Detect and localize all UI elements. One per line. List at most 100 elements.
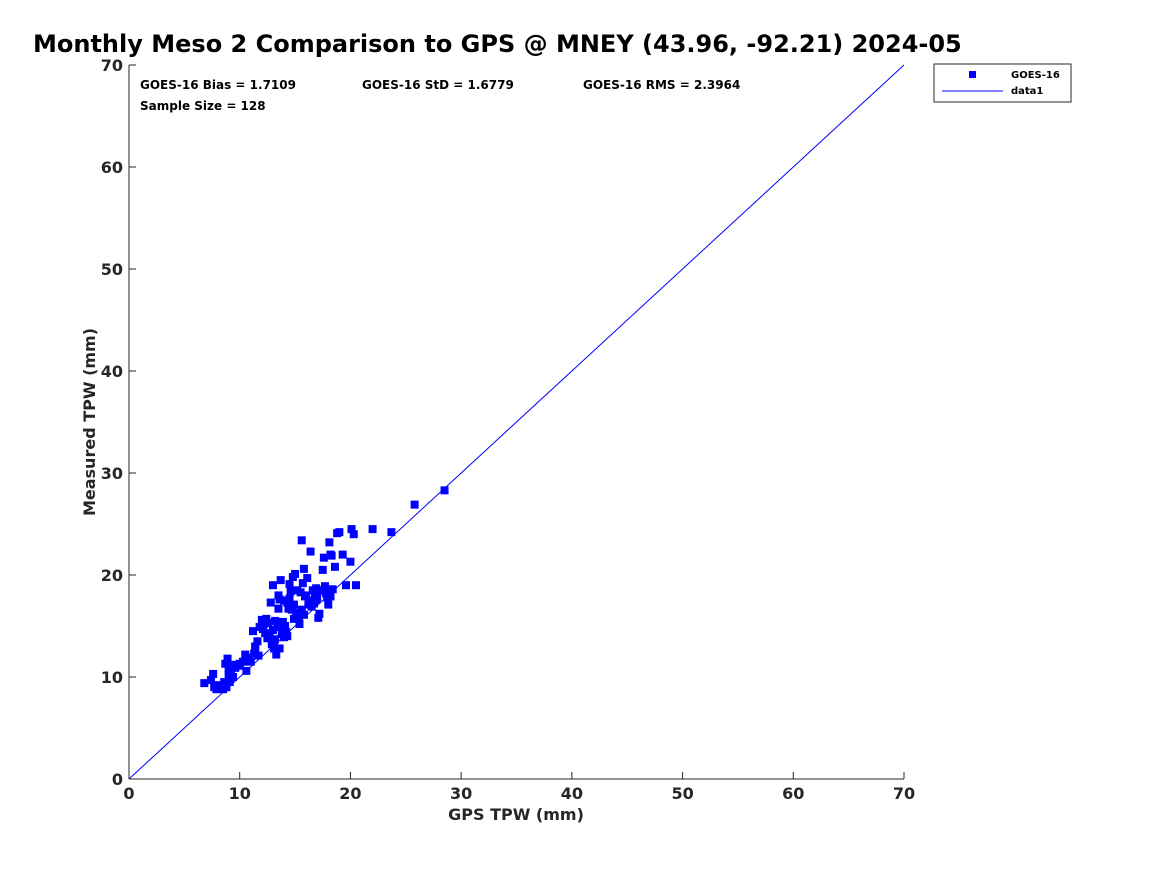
- x-tick-label: 40: [561, 784, 583, 803]
- data-point: [200, 679, 209, 688]
- data-point: [368, 525, 377, 534]
- data-point: [270, 638, 279, 647]
- data-point: [251, 642, 260, 651]
- data-point: [222, 683, 231, 692]
- data-point: [264, 618, 273, 627]
- data-point: [313, 588, 322, 597]
- data-point: [305, 596, 314, 605]
- data-point: [303, 574, 312, 583]
- stat-sample-size: Sample Size = 128: [140, 99, 266, 113]
- legend-label-goes16: GOES-16: [1011, 70, 1060, 81]
- data-point: [318, 565, 327, 574]
- data-point: [322, 589, 331, 598]
- data-point: [235, 659, 244, 668]
- x-axis-label: GPS TPW (mm): [448, 805, 584, 824]
- data-point: [250, 649, 259, 658]
- data-point: [271, 616, 280, 625]
- data-point: [410, 500, 419, 509]
- data-point: [299, 610, 308, 619]
- data-point: [297, 536, 306, 545]
- stat-std: GOES-16 StD = 1.6779: [362, 78, 514, 92]
- data-point: [292, 608, 301, 617]
- data-point: [286, 587, 295, 596]
- data-point: [209, 669, 218, 678]
- data-point: [281, 622, 290, 630]
- data-point: [260, 619, 269, 628]
- x-tick-label: 20: [339, 784, 361, 803]
- data-point: [338, 550, 347, 559]
- x-tick-label: 30: [450, 784, 472, 803]
- stat-bias: GOES-16 Bias = 1.7109: [140, 78, 296, 92]
- data-point: [223, 654, 232, 663]
- y-tick-label: 50: [101, 260, 123, 279]
- data-point: [272, 650, 281, 659]
- data-point: [276, 576, 285, 585]
- plot-area: 0 10 20 30 40 50 60 70 0 10 20 30 40 50 60 70: [101, 56, 915, 803]
- data-point: [315, 609, 324, 618]
- data-point: [254, 651, 263, 660]
- scatter-points-layer: [200, 486, 449, 694]
- data-point: [268, 581, 277, 590]
- data-point: [291, 569, 300, 578]
- data-point: [342, 581, 350, 590]
- data-point: [253, 637, 262, 646]
- data-point: [270, 644, 279, 653]
- data-point: [309, 599, 318, 608]
- data-point: [294, 613, 303, 622]
- data-point: [275, 644, 284, 653]
- data-point: [225, 678, 234, 687]
- legend-marker-goes16: [969, 71, 976, 78]
- data-point: [257, 615, 266, 624]
- data-point: [262, 614, 271, 623]
- y-tick-label: 0: [112, 770, 123, 789]
- legend-box: [933, 63, 1072, 103]
- data-point: [296, 588, 305, 597]
- y-tick-group: 0 10 20 30 40 50 60 70: [101, 56, 136, 789]
- data-point: [268, 626, 277, 635]
- data-point: [287, 605, 296, 614]
- x-tick-label: 0: [123, 784, 134, 803]
- x-tick-label: 50: [671, 784, 693, 803]
- y-tick-label: 30: [101, 464, 123, 483]
- data-point: [327, 551, 336, 560]
- data-point: [274, 591, 283, 600]
- data-point: [299, 564, 308, 573]
- data-point: [283, 632, 292, 641]
- data-point: [244, 653, 253, 662]
- y-tick-label: 40: [101, 362, 123, 381]
- data-point: [312, 584, 321, 593]
- data-point: [212, 685, 221, 694]
- stat-rms: GOES-16 RMS = 2.3964: [583, 78, 740, 92]
- series-line-data1: [128, 64, 905, 780]
- chart-title: Monthly Meso 2 Comparison to GPS @ MNEY …: [33, 30, 962, 58]
- data-point: [285, 594, 294, 603]
- data-point: [314, 613, 323, 622]
- data-point: [283, 598, 292, 607]
- data-point: [289, 600, 298, 609]
- x-tick-label: 70: [893, 784, 915, 803]
- data-point: [320, 582, 329, 591]
- data-point: [387, 528, 396, 537]
- data-point: [265, 632, 274, 641]
- y-axis-label: Measured TPW (mm): [80, 328, 99, 516]
- data-point: [313, 593, 322, 602]
- y-tick-label: 60: [101, 158, 123, 177]
- legend: GOES-16 data1: [933, 63, 1072, 103]
- data-point: [297, 605, 306, 614]
- data-point: [351, 581, 360, 590]
- data-point: [306, 547, 315, 556]
- data-point: [275, 595, 284, 604]
- x-tick-label: 10: [229, 784, 251, 803]
- data-point: [440, 486, 449, 495]
- data-point: [220, 678, 229, 687]
- data-point: [258, 625, 267, 634]
- data-point: [302, 591, 311, 600]
- y-tick-label: 10: [101, 668, 123, 687]
- data-point: [349, 530, 358, 539]
- data-point: [328, 585, 337, 594]
- data-point: [319, 553, 328, 562]
- data-point: [330, 562, 339, 571]
- data-point: [273, 623, 282, 632]
- data-point: [274, 604, 283, 613]
